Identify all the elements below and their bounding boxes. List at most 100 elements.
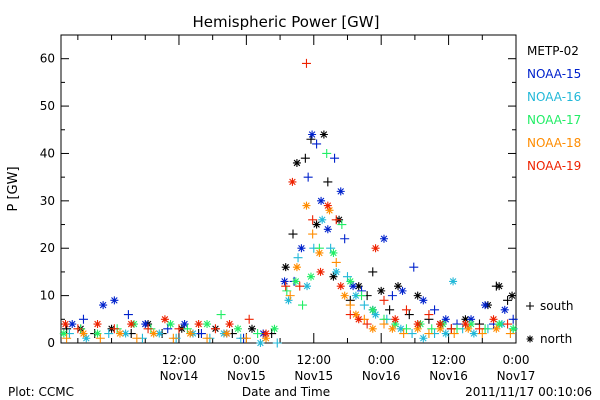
x-tick-label-date: Nov15 <box>227 369 266 383</box>
data-point-noaa-18 <box>399 329 409 339</box>
data-point-noaa-19 <box>61 320 70 329</box>
data-point-noaa-18 <box>262 334 271 343</box>
data-point-noaa-18 <box>325 206 334 215</box>
data-point-noaa-17 <box>93 329 102 338</box>
data-point-noaa-17 <box>253 329 263 339</box>
data-point-noaa-17 <box>59 329 68 338</box>
legend-entry: NOAA-17 <box>527 113 581 127</box>
data-point-noaa-15 <box>163 324 173 334</box>
data-point-noaa-18 <box>331 257 341 267</box>
data-point-noaa-15 <box>303 172 313 182</box>
data-point-noaa-19 <box>174 324 184 334</box>
data-point-metp-02 <box>394 282 403 291</box>
data-point-metp-02 <box>495 282 504 291</box>
x-tick-label-time: 0:00 <box>503 353 530 367</box>
y-tick-label: 10 <box>40 289 55 303</box>
x-tick-label-time: 0:00 <box>368 353 395 367</box>
x-tick-label-date: Nov14 <box>160 369 199 383</box>
data-point-noaa-16 <box>326 243 336 253</box>
data-point-noaa-15 <box>297 244 306 253</box>
data-point-noaa-16 <box>419 334 428 343</box>
data-point-noaa-18 <box>222 329 231 338</box>
x-tick-label-date: Nov16 <box>362 369 401 383</box>
data-point-metp-02 <box>319 130 328 139</box>
data-point-noaa-15 <box>330 153 340 163</box>
data-point-noaa-16 <box>332 267 341 276</box>
data-point-noaa-18 <box>413 324 422 333</box>
data-point-noaa-19 <box>336 282 345 291</box>
data-point-noaa-19 <box>225 320 234 329</box>
data-point-noaa-16 <box>449 277 458 286</box>
data-point-noaa-16 <box>272 338 282 348</box>
star-marker-icon <box>526 335 534 343</box>
data-point-noaa-18 <box>292 263 301 272</box>
footer-timestamp: 2011/11/17 00:10:06 <box>465 385 592 399</box>
legend-entry: NOAA-16 <box>527 90 581 104</box>
data-point-noaa-15 <box>409 262 419 272</box>
data-point-noaa-17 <box>357 291 367 301</box>
data-point-noaa-19 <box>301 58 311 68</box>
data-point-noaa-19 <box>308 215 318 225</box>
data-point-noaa-15 <box>430 305 440 315</box>
y-tick-label: 30 <box>40 194 55 208</box>
data-point-noaa-18 <box>285 291 295 301</box>
data-point-noaa-16 <box>351 291 360 300</box>
data-point-metp-02 <box>404 310 414 320</box>
data-point-noaa-15 <box>196 329 206 339</box>
data-point-noaa-17 <box>401 324 411 334</box>
data-point-noaa-18 <box>315 248 324 257</box>
series-noaa-17 <box>59 148 518 339</box>
data-point-noaa-18 <box>241 333 251 343</box>
x-tick-label-time: 12:00 <box>162 353 197 367</box>
data-point-noaa-17 <box>329 248 338 257</box>
data-point-noaa-18 <box>340 291 349 300</box>
data-point-noaa-18 <box>79 329 88 338</box>
data-point-noaa-19 <box>401 305 411 315</box>
data-point-noaa-16 <box>407 329 417 339</box>
data-point-noaa-16 <box>303 282 312 291</box>
data-point-noaa-15 <box>500 305 509 314</box>
series-noaa-19 <box>61 58 513 338</box>
data-point-noaa-19 <box>446 324 456 334</box>
data-point-noaa-19 <box>331 215 341 225</box>
data-point-noaa-19 <box>295 281 305 291</box>
data-point-metp-02 <box>354 282 363 291</box>
plot-area-frame <box>60 34 517 344</box>
data-point-noaa-19 <box>288 177 297 186</box>
x-tick-label-date: Nov17 <box>497 369 536 383</box>
data-point-noaa-18 <box>345 300 355 310</box>
data-point-noaa-15 <box>467 315 476 324</box>
data-point-noaa-17 <box>337 220 347 230</box>
data-point-noaa-17 <box>270 324 279 333</box>
data-point-noaa-19 <box>503 319 513 329</box>
data-point-metp-02 <box>312 220 321 229</box>
marker-note-north: north <box>540 332 572 346</box>
data-point-noaa-19 <box>424 310 434 320</box>
data-point-noaa-19 <box>281 281 291 291</box>
data-point-noaa-18 <box>436 324 445 333</box>
data-point-noaa-16 <box>284 296 293 305</box>
data-point-noaa-19 <box>474 324 484 334</box>
data-point-noaa-17 <box>346 277 355 286</box>
data-point-noaa-18 <box>132 333 142 343</box>
data-point-metp-02 <box>281 263 290 272</box>
data-point-noaa-15 <box>379 234 388 243</box>
x-tick-label-date: Nov15 <box>294 369 333 383</box>
data-point-noaa-17 <box>427 324 437 334</box>
legend-entry: NOAA-19 <box>527 159 581 173</box>
legend: METP-02 NOAA-15 NOAA-16 NOAA-17 NOAA-18 NOAA-… <box>527 44 581 173</box>
series-metp-02 <box>62 130 517 339</box>
data-point-noaa-15 <box>110 296 119 305</box>
data-point-noaa-16 <box>441 329 450 338</box>
data-point-noaa-19 <box>379 295 389 305</box>
x-axis-label: Date and Time <box>242 385 330 399</box>
data-point-noaa-15 <box>349 282 358 291</box>
data-point-noaa-16 <box>342 272 352 282</box>
data-point-noaa-19 <box>371 244 380 253</box>
data-point-noaa-19 <box>194 320 203 329</box>
data-point-metp-02 <box>503 295 513 305</box>
data-point-noaa-18 <box>202 333 212 343</box>
data-point-noaa-18 <box>464 324 473 333</box>
data-point-noaa-16 <box>293 253 303 263</box>
